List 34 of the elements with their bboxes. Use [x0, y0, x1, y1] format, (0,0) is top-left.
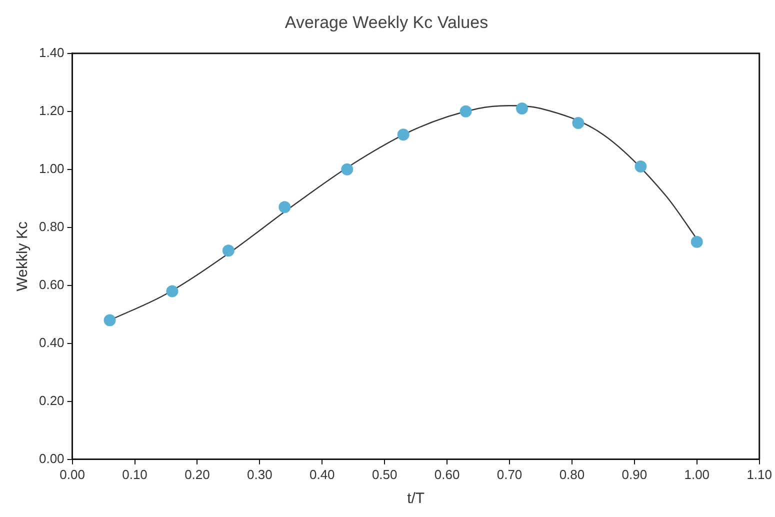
- y-tick-label: 1.20: [38, 102, 64, 118]
- point: [341, 163, 354, 176]
- point: [166, 285, 178, 298]
- y-axis-title: Wekkly Kc: [14, 221, 32, 292]
- point: [516, 102, 528, 114]
- y-tick-label: 0.00: [38, 450, 64, 466]
- point: [104, 314, 116, 326]
- x-tick-label: 0.40: [309, 466, 335, 482]
- x-tick-label: 0.10: [122, 466, 148, 482]
- chart-title: Average Weekly Kc Values: [284, 12, 488, 32]
- y-tick-label: 0.80: [38, 218, 64, 234]
- point: [397, 128, 410, 141]
- x-tick-label: 1.00: [684, 466, 710, 482]
- point: [634, 160, 647, 172]
- y-tick-label: 0.40: [38, 334, 64, 350]
- point: [222, 244, 234, 257]
- y-tick-label: 1.40: [38, 44, 64, 60]
- x-tick-label: 0.20: [184, 466, 210, 482]
- x-tick-label: 0.60: [434, 466, 460, 482]
- x-tick-label: 0.90: [622, 466, 648, 482]
- x-tick-label: 0.00: [60, 466, 85, 482]
- y-tick-label: 0.20: [38, 392, 64, 408]
- point: [690, 236, 703, 248]
- x-tick-label: 0.70: [496, 466, 522, 482]
- point: [278, 201, 291, 214]
- y-tick-label: 0.60: [38, 276, 64, 292]
- x-axis-title: t/T: [407, 490, 425, 508]
- x-tick-label: 0.50: [372, 466, 398, 482]
- point: [460, 105, 472, 118]
- x-tick-label: 1.10: [746, 466, 772, 482]
- y-tick-label: 1.00: [38, 160, 64, 176]
- point: [572, 117, 584, 129]
- x-tick-label: 0.80: [559, 466, 585, 482]
- x-tick-label: 0.30: [247, 466, 272, 482]
